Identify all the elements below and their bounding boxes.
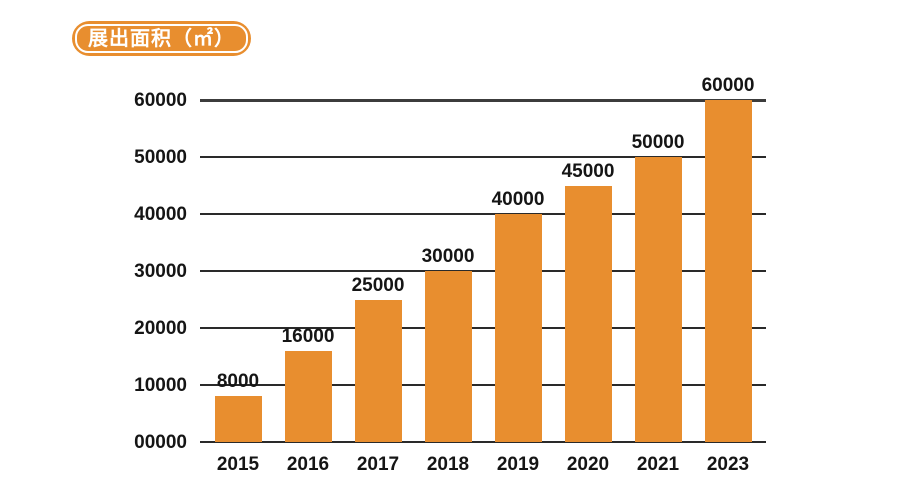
bar-value-label: 45000 [561,160,615,182]
gridline-10000 [200,384,766,386]
gridline-20000 [200,327,766,329]
gridline-40000 [200,213,766,215]
bar-2018 [424,271,472,442]
x-axis-tick-label: 2020 [566,454,610,475]
y-axis-tick-label: 40000 [134,203,187,225]
bar-2016 [284,350,332,442]
bar-2019 [494,214,542,442]
y-axis-tick-label: 00000 [134,431,187,453]
y-axis-tick-label: 30000 [134,260,187,282]
x-axis-tick-label: 2018 [426,454,470,475]
x-axis-tick-label: 2023 [706,454,750,475]
bar-2017 [354,299,402,442]
gridline-30000 [200,270,766,272]
y-axis-tick-label: 20000 [134,317,187,339]
bar-value-label: 30000 [421,246,475,267]
bar-2015 [214,396,262,442]
bar-value-label: 50000 [631,132,685,153]
bar-2021 [634,157,682,442]
x-axis-tick-label: 2021 [636,454,680,475]
bar-value-label: 40000 [491,189,545,210]
y-axis-tick-label: 50000 [134,146,187,168]
chart-title-label: 展出面积（㎡） [88,27,235,50]
bar-2023 [704,100,752,442]
gridline-00000 [200,441,766,443]
bar-value-label: 25000 [351,274,405,296]
x-axis-tick-label: 2015 [216,454,260,475]
y-axis-tick-label: 10000 [134,374,187,396]
bar-value-label: 60000 [701,75,755,96]
y-axis-tick-label: 60000 [134,89,187,111]
x-axis-tick-label: 2016 [286,454,330,475]
bar-value-label: 16000 [281,325,335,347]
gridline-50000 [200,156,766,158]
x-axis-tick-label: 2017 [356,454,400,475]
bar-value-label: 8000 [216,371,260,393]
bar-2020 [564,185,612,442]
gridline-60000 [200,98,766,102]
chart-title-badge: 展出面积（㎡） [72,21,251,56]
x-axis-tick-label: 2019 [496,454,540,475]
bar-chart-plot-area: 00000 10000 20000 30000 40000 50000 60000 8000 2… [134,76,766,474]
